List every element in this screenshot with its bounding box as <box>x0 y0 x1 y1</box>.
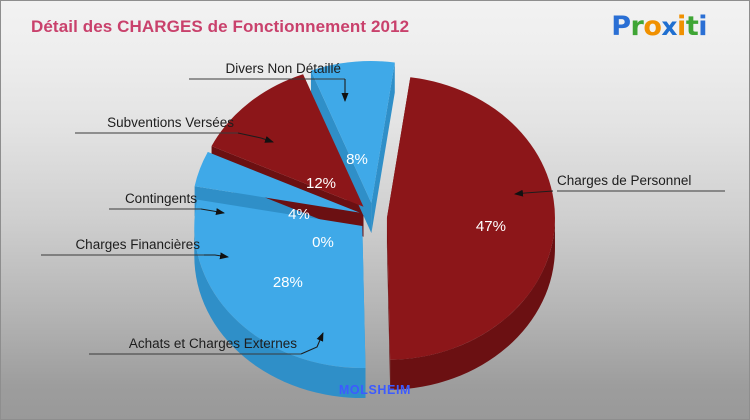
pie-value-label: 4% <box>288 206 310 223</box>
pie-value-label: 8% <box>346 151 368 168</box>
logo-letter-r: r <box>630 11 644 42</box>
callout-label-charges-de-personnel: Charges de Personnel <box>557 173 691 188</box>
callout-leader-line <box>237 132 274 143</box>
pie-callouts-layer: Charges de Personnel Achats et Charges Ex… <box>41 61 725 355</box>
pie-slice-achats-et-charges-externes[interactable] <box>194 199 366 369</box>
callout-leader-line <box>200 208 225 216</box>
pie-value-label: 0% <box>312 234 334 251</box>
callout-charges-de-personnel[interactable]: Charges de Personnel <box>514 173 725 197</box>
pie-slice-side <box>386 217 391 390</box>
callout-label-subventions-vers-es: Subventions Versées <box>107 115 234 130</box>
callout-leader-line <box>204 252 229 260</box>
logo-letter-t: t <box>685 11 699 42</box>
commune-label: MOLSHEIM <box>338 383 412 397</box>
callout-label-achats-et-charges-externes: Achats et Charges Externes <box>129 336 297 351</box>
pie-slice-charges-de-personnel[interactable] <box>386 77 555 360</box>
pie-slice-side <box>371 62 395 234</box>
pie-slice-contingents[interactable] <box>194 152 360 213</box>
pie-value-label: 12% <box>306 175 336 192</box>
callout-contingents[interactable]: Contingents <box>109 191 225 216</box>
callout-label-charges-financi-res: Charges Financières <box>75 237 200 252</box>
callout-leader-line <box>300 332 324 355</box>
callout-leader-line <box>514 189 554 197</box>
logo-letter-x: x <box>661 12 678 41</box>
callout-label-contingents: Contingents <box>125 191 197 206</box>
pie-slice-rim <box>390 217 555 390</box>
pie-slice-subventions-vers-es[interactable] <box>211 74 364 207</box>
logo-letter-p: P <box>611 11 631 42</box>
logo-letter-i2: i <box>698 11 707 42</box>
pie-slices-layer <box>194 61 555 399</box>
callout-achats-et-charges-externes[interactable]: Achats et Charges Externes <box>89 332 324 355</box>
proxiti-logo[interactable]: Proxiti <box>611 11 707 42</box>
pie-value-label: 28% <box>273 274 303 291</box>
callout-subventions-vers-es[interactable]: Subventions Versées <box>75 115 274 143</box>
callout-charges-financi-res[interactable]: Charges Financières <box>41 237 229 260</box>
pie-slice-rim <box>194 226 366 399</box>
logo-letter-i1: i <box>677 11 686 42</box>
callout-divers-non-d-taill[interactable]: Divers Non Détaillé <box>189 61 349 102</box>
pie-value-label: 47% <box>476 218 506 235</box>
page-title: Détail des CHARGES de Fonctionnement 201… <box>31 17 410 36</box>
logo-letter-o: o <box>643 11 662 42</box>
pie-value-labels-layer: 47% 28% 0%4% 12% 8% <box>273 151 506 291</box>
callout-label-divers-non-d-taill: Divers Non Détaillé <box>225 61 341 76</box>
pie-slice-divers-non-d-taill[interactable] <box>310 61 395 204</box>
